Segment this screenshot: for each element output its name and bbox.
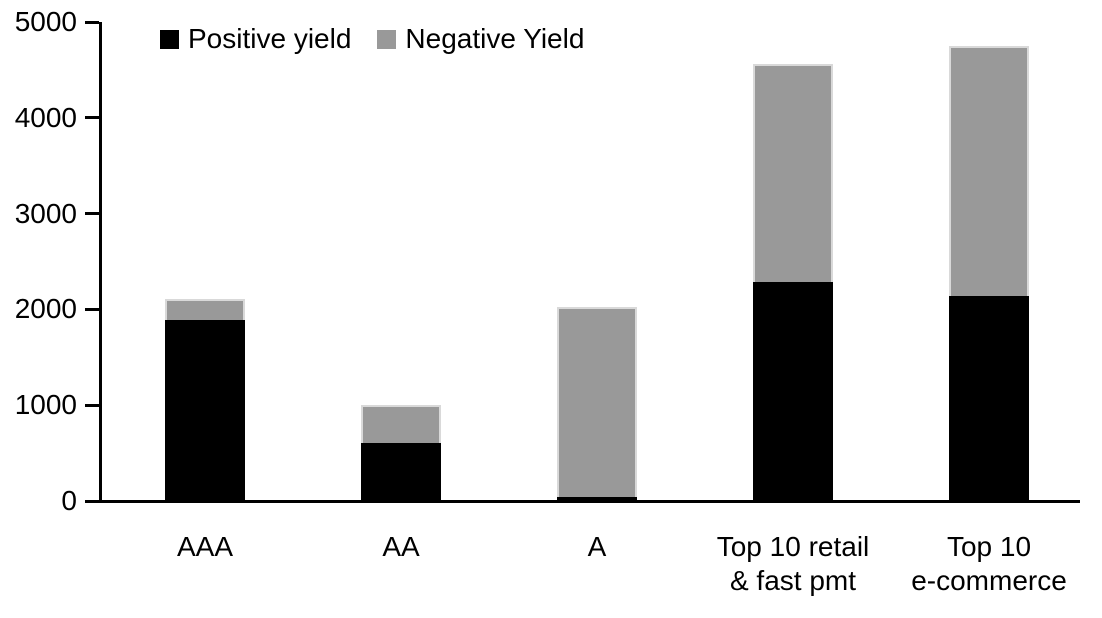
y-tick-label: 3000: [14, 197, 77, 229]
y-tick-label: 4000: [14, 101, 77, 133]
legend-item: Positive yield: [160, 24, 351, 54]
legend-item: Negative Yield: [377, 24, 584, 54]
x-category-label: AA: [382, 531, 420, 562]
gray-square-icon: [377, 29, 397, 49]
y-tick-label: 0: [61, 485, 77, 516]
bar-segment-positive: [165, 319, 245, 501]
chart-legend: Positive yield Negative Yield: [160, 24, 584, 54]
bar-segment-positive: [949, 295, 1029, 501]
x-category-label: Top 10 retail & fast pmt: [716, 531, 870, 596]
x-axis-line: [99, 500, 1080, 503]
black-square-icon: [160, 29, 179, 49]
x-category-label: AAA: [176, 531, 234, 562]
y-tick-mark: [85, 499, 99, 503]
y-tick-mark: [85, 307, 99, 311]
bar-segment-negative: [557, 306, 637, 497]
y-tick-mark: [85, 212, 99, 216]
x-category-label: Top 10 e-commerce: [911, 531, 1067, 596]
x-category-label: A: [587, 531, 607, 562]
y-tick-label: 1000: [14, 389, 77, 421]
bar-segment-positive: [557, 496, 637, 501]
bar-segment-positive: [753, 281, 833, 501]
y-tick-label: 5000: [14, 6, 77, 37]
legend-label: Positive yield: [188, 23, 352, 54]
bar-segment-negative: [361, 405, 441, 443]
y-tick-mark: [85, 20, 99, 24]
bar-segment-negative: [949, 45, 1029, 296]
bar-segment-negative: [753, 64, 833, 282]
y-tick-label: 2000: [14, 293, 77, 325]
legend-label: Negative Yield: [405, 23, 585, 54]
y-axis-line: [99, 22, 102, 503]
bar-segment-negative: [165, 298, 245, 320]
y-tick-mark: [85, 116, 99, 120]
bar-segment-positive: [361, 442, 441, 501]
y-tick-mark: [85, 403, 99, 407]
